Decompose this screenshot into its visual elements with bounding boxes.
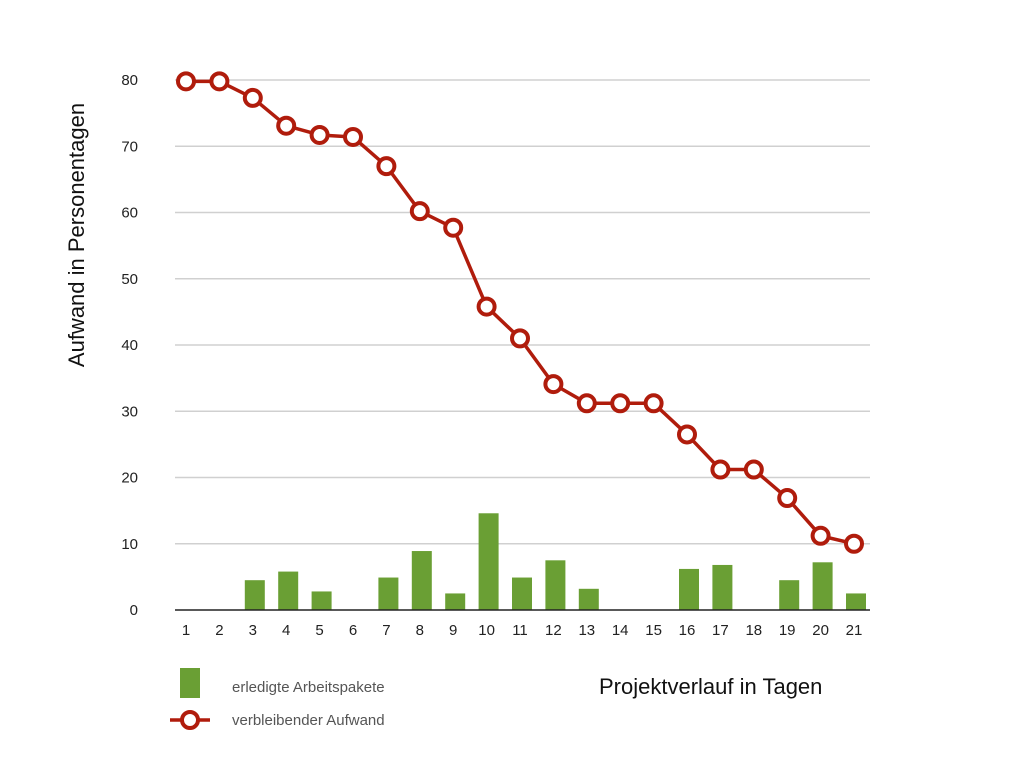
- x-axis-ticks: 1 2 3 4 5 6 7 8 9 10 11 12 13 14 15 16 17 18 19 20 21: [182, 622, 863, 639]
- bar: [545, 560, 566, 610]
- x-tick-label: 1: [182, 622, 190, 639]
- x-tick-label: 20: [812, 622, 829, 639]
- line-point: [176, 71, 196, 92]
- line-point: [710, 459, 731, 480]
- grid-lines: [175, 79, 870, 545]
- bar-series: [244, 513, 866, 610]
- x-tick-label: 5: [315, 622, 323, 639]
- line-point: [643, 393, 664, 414]
- bar: [712, 564, 733, 610]
- y-axis-title: Aufwand in Personentagen: [64, 103, 89, 367]
- x-tick-label: 21: [846, 622, 863, 639]
- x-tick-label: 9: [449, 622, 457, 639]
- x-tick-label: 16: [679, 622, 696, 639]
- legend-bar-swatch: [180, 668, 200, 698]
- y-tick-label: 50: [121, 271, 138, 288]
- line-point: [677, 424, 697, 445]
- bar: [478, 513, 499, 610]
- x-tick-label: 14: [612, 622, 629, 639]
- bar: [512, 577, 532, 610]
- x-tick-label: 8: [416, 622, 424, 639]
- line-point: [409, 201, 430, 222]
- line-point: [844, 533, 864, 554]
- line-point: [543, 374, 564, 395]
- line-point: [743, 459, 764, 480]
- x-tick-label: 15: [645, 622, 662, 639]
- bar: [812, 562, 833, 610]
- x-tick-label: 10: [478, 622, 495, 639]
- y-axis-ticks: 0 10 20 30 40 50 60 70 80: [121, 72, 138, 619]
- y-tick-label: 40: [121, 337, 138, 354]
- line-point: [376, 156, 397, 177]
- y-tick-label: 60: [121, 205, 138, 222]
- x-tick-label: 17: [712, 622, 729, 639]
- line-point: [309, 124, 330, 145]
- line-point: [610, 393, 631, 414]
- line-point: [476, 296, 497, 317]
- bar: [445, 593, 466, 610]
- x-tick-label: 13: [578, 622, 595, 639]
- line-point: [810, 525, 831, 546]
- line-point: [343, 126, 363, 147]
- x-tick-label: 6: [349, 622, 357, 639]
- y-tick-label: 30: [121, 403, 138, 420]
- x-tick-label: 4: [282, 622, 290, 639]
- legend: erledigte Arbeitspakete verbleibender Au…: [170, 668, 385, 730]
- line-point: [510, 328, 530, 349]
- line-series: [176, 71, 864, 554]
- bar: [244, 580, 265, 610]
- line-point: [242, 87, 263, 108]
- x-tick-label: 11: [512, 622, 528, 639]
- bar: [578, 588, 599, 610]
- legend-bar-label: erledigte Arbeitspakete: [232, 679, 385, 696]
- line-point: [777, 488, 798, 509]
- bar: [378, 577, 399, 610]
- x-tick-label: 7: [382, 622, 390, 639]
- y-tick-label: 70: [121, 138, 138, 155]
- line-point: [209, 71, 230, 92]
- bar: [411, 551, 432, 610]
- bar: [846, 593, 866, 610]
- x-tick-label: 18: [745, 622, 762, 639]
- x-tick-label: 19: [779, 622, 796, 639]
- bar: [278, 571, 299, 610]
- x-axis-title: Projektverlauf in Tagen: [599, 674, 822, 699]
- bar: [311, 591, 332, 610]
- legend-line-marker: [180, 710, 200, 730]
- line-point: [443, 217, 464, 238]
- x-tick-label: 3: [249, 622, 257, 639]
- line-point: [276, 115, 297, 136]
- x-tick-label: 2: [215, 622, 223, 639]
- y-tick-label: 10: [121, 536, 138, 553]
- bar: [679, 568, 699, 610]
- line-point: [576, 393, 597, 414]
- bar: [779, 580, 800, 610]
- y-tick-label: 0: [130, 602, 138, 619]
- x-tick-label: 12: [545, 622, 562, 639]
- y-tick-label: 20: [121, 470, 138, 487]
- y-tick-label: 80: [121, 72, 138, 89]
- legend-line-label: verbleibender Aufwand: [232, 712, 385, 729]
